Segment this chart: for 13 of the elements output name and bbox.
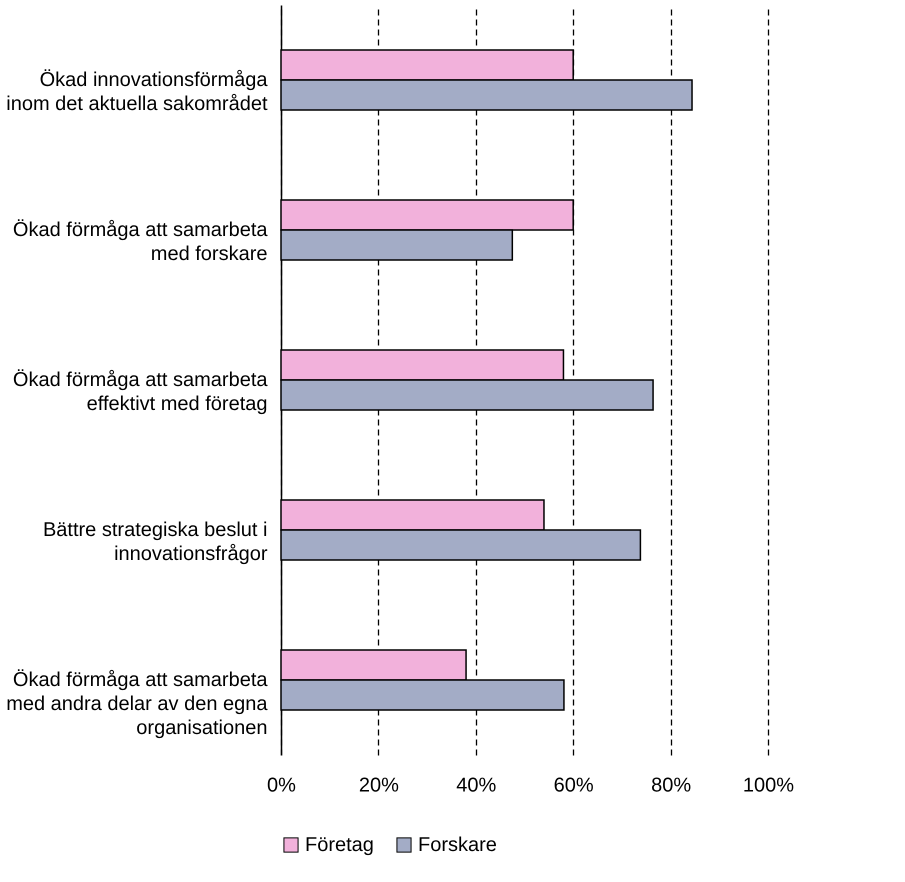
y-tick-label: Ökad innovationsförmåga inom det aktuella sakområdet [6, 69, 268, 115]
x-tick-label: 0% [267, 774, 296, 796]
x-tick-label: 20% [358, 774, 400, 796]
x-tick-label: 40% [456, 774, 497, 796]
x-tick-label: 100% [742, 774, 794, 796]
legend-label: Forskare [418, 834, 497, 856]
x-tick-label: 60% [554, 774, 594, 796]
y-tick-label: Bättre strategiska beslut i innovationsfrågor [42, 519, 268, 565]
y-tick-label: Ökad förmåga att samarbeta med andra delar av den egna organisationen [6, 669, 268, 739]
legend-label: Företag [305, 834, 374, 856]
x-tick-label: 80% [651, 774, 692, 796]
y-tick-label: Ökad förmåga att samarbeta med forskare [12, 219, 268, 265]
y-tick-label: Ökad förmåga att samarbeta effektivt med företag [12, 369, 268, 415]
